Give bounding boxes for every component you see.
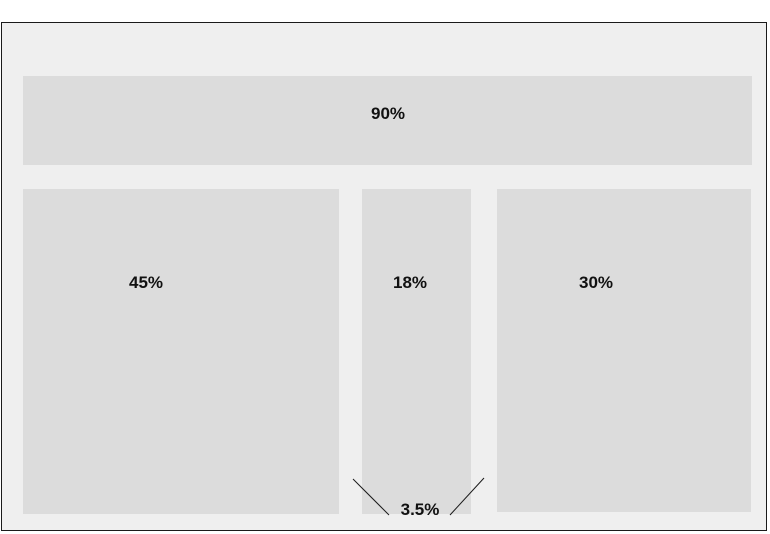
block-middle-18 [362, 189, 471, 514]
block-left-45 [23, 189, 339, 514]
block-top-label: 90% [370, 104, 406, 123]
gap-pointer-right [449, 477, 485, 516]
gap-annotation-label: 3.5% [400, 500, 440, 519]
block-top-90 [23, 76, 752, 165]
block-right-30 [497, 189, 751, 512]
gap-pointer-left [352, 478, 390, 516]
block-right-label: 30% [578, 273, 614, 292]
block-middle-label: 18% [392, 273, 428, 292]
block-left-label: 45% [128, 273, 164, 292]
